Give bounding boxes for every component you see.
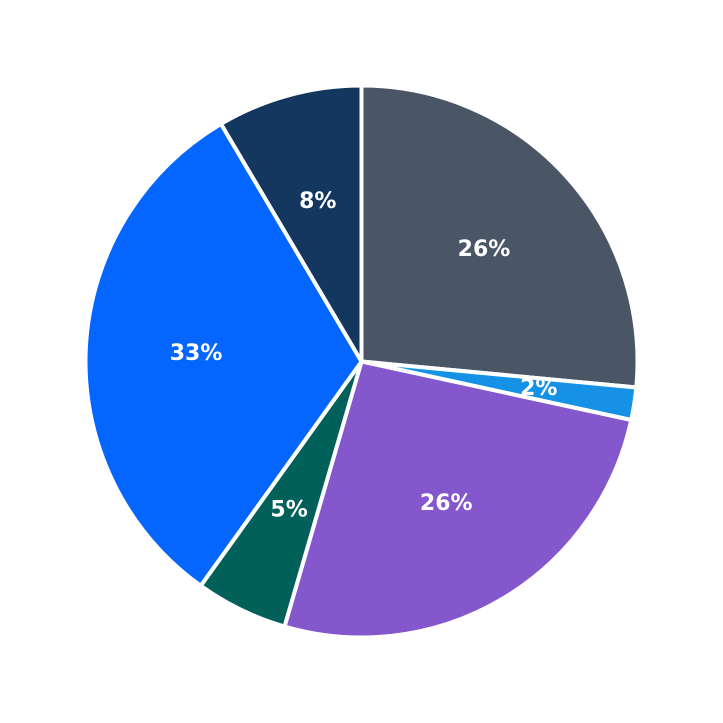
pie-slice-label-3: 5% — [270, 497, 307, 522]
pie-slices — [83, 83, 640, 640]
pie-slice-2 — [282, 359, 634, 640]
pie-slice-5 — [219, 83, 364, 364]
pie-slice-label-5: 8% — [299, 189, 336, 214]
pie-slice-label-0: 26% — [458, 237, 511, 262]
pie-slice-4 — [83, 121, 364, 588]
pie-slice-label-2: 26% — [420, 491, 473, 516]
pie-slice-label-4: 33% — [170, 341, 223, 366]
pie-slice-0 — [359, 83, 640, 390]
pie-labels: 26% 2% 26% 5% 33% 8% — [170, 189, 558, 523]
pie-slice-label-1: 2% — [520, 376, 557, 401]
